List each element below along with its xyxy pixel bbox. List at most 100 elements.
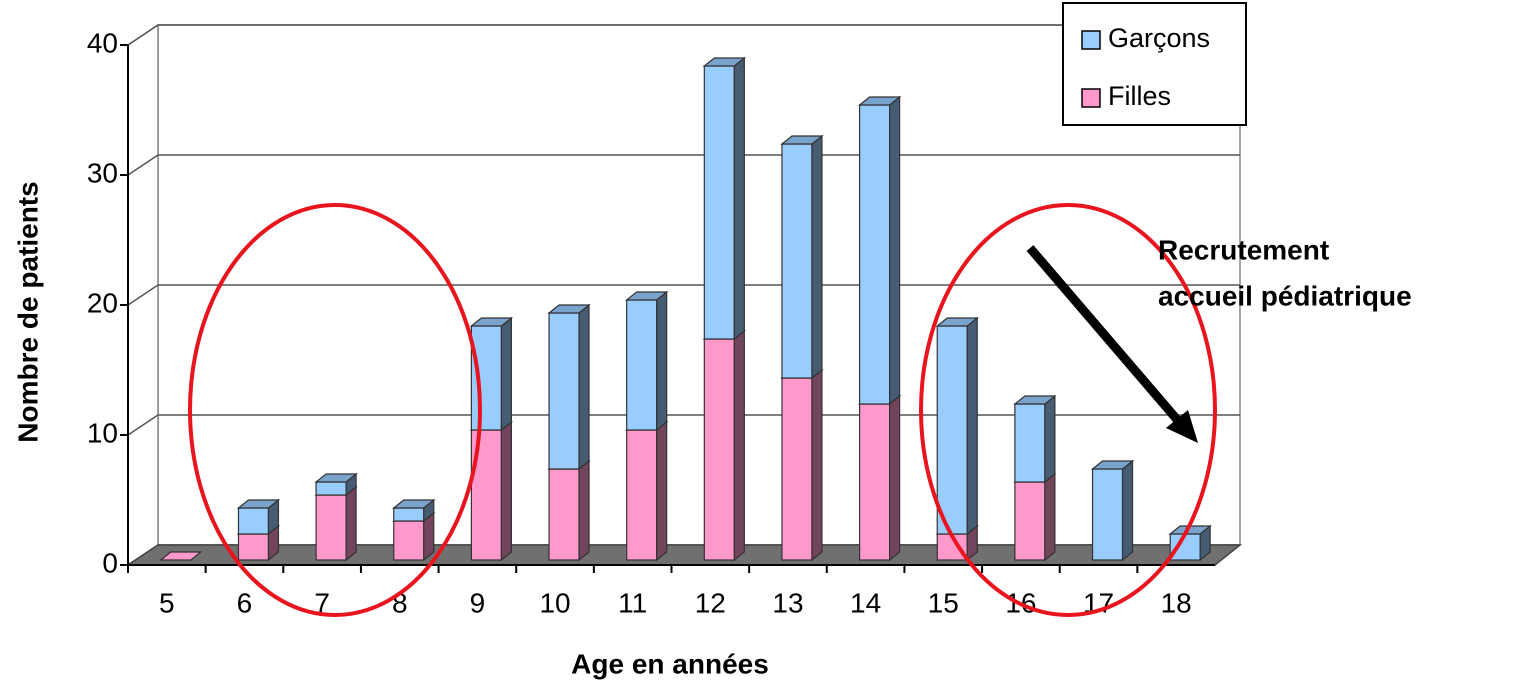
bar <box>314 485 358 562</box>
bar-side <box>889 394 901 562</box>
bar-side <box>578 459 590 562</box>
bar-front <box>548 468 580 561</box>
bar-top <box>314 473 358 483</box>
bar-front <box>393 507 425 522</box>
bar-side <box>733 56 745 341</box>
bar-side <box>345 485 357 562</box>
bar <box>624 420 669 562</box>
bar <box>857 95 902 406</box>
x-tick-label: 15 <box>928 587 959 618</box>
bar-top <box>857 96 902 106</box>
bar <box>314 472 358 497</box>
bar <box>547 459 591 562</box>
floor <box>125 544 1243 566</box>
y-tick-label: 30 <box>87 157 118 188</box>
bar-front <box>781 143 813 379</box>
y-tick-label: 10 <box>87 417 118 448</box>
bar-top <box>392 499 436 509</box>
bar-top <box>780 135 824 145</box>
bar-front <box>703 65 735 340</box>
bar-side <box>966 316 978 536</box>
bar-front <box>781 377 813 561</box>
x-axis-title: Age en années <box>571 648 769 679</box>
bar-side <box>733 329 745 562</box>
x-tick-label: 18 <box>1161 587 1192 618</box>
x-tick-label: 6 <box>237 587 253 618</box>
x-tick-label: 7 <box>314 587 330 618</box>
bar <box>1013 472 1057 562</box>
bar-top <box>547 304 591 314</box>
bar-front <box>470 325 502 431</box>
bar-side <box>1044 394 1056 484</box>
annotations: Recrutement accueil pédiatrique <box>188 203 1412 617</box>
annotation: accueil pédiatrique <box>1158 280 1412 311</box>
bar-front <box>393 520 425 561</box>
bar-top <box>1090 460 1135 470</box>
bar <box>624 290 669 432</box>
legend: Garçons Filles <box>1062 2 1247 126</box>
x-tick-label: 13 <box>772 587 803 618</box>
y-tick-label: 0 <box>102 547 118 578</box>
bar-top <box>1168 525 1212 535</box>
x-tick-label: 9 <box>470 587 486 618</box>
bar <box>547 303 591 471</box>
x-tick-label: 14 <box>850 587 881 618</box>
bar-side <box>656 290 668 432</box>
bar <box>702 329 747 562</box>
bar-front <box>237 507 270 535</box>
y-tick-label: 40 <box>87 27 118 58</box>
legend-label: Garçons <box>1108 23 1210 53</box>
bar-front <box>315 494 347 561</box>
bar-front <box>548 312 580 470</box>
bar-top <box>702 57 747 67</box>
bar <box>1168 524 1212 562</box>
bar-front <box>859 104 891 405</box>
bar-top <box>624 291 669 301</box>
annotation: Recrutement <box>1158 234 1329 265</box>
bar-side <box>889 95 901 406</box>
legend-label: Filles <box>1108 81 1171 111</box>
bar-top <box>236 499 281 509</box>
bar <box>236 498 281 536</box>
bar <box>392 498 436 523</box>
bar-front <box>703 338 735 561</box>
bar <box>857 394 902 562</box>
bar-side <box>1121 459 1134 562</box>
arrow-shaft <box>1026 245 1184 426</box>
bar-side <box>500 316 512 432</box>
bar-front <box>1014 403 1046 483</box>
y-axis-title: Nombre de patients <box>12 181 43 442</box>
legend-swatch <box>1081 88 1101 108</box>
bar-front <box>626 299 658 431</box>
bar-front <box>237 533 270 561</box>
bar <box>935 316 979 536</box>
bar <box>1090 459 1135 562</box>
bar <box>1013 394 1057 484</box>
bar <box>780 134 824 380</box>
bar-side <box>578 303 590 471</box>
bar-front <box>315 481 347 496</box>
bar-side <box>500 420 512 562</box>
bar-top <box>1013 395 1057 405</box>
highlight-ellipse <box>188 203 482 617</box>
bar-side <box>1044 472 1056 562</box>
bar-top <box>469 317 514 327</box>
legend-swatch <box>1081 30 1101 50</box>
arrow-head <box>1166 410 1198 443</box>
bar <box>780 368 824 562</box>
bar <box>702 56 747 341</box>
bar-front <box>936 325 968 535</box>
bar-side <box>656 420 668 562</box>
x-tick-label: 12 <box>695 587 726 618</box>
bar-front <box>1014 481 1046 561</box>
bar <box>469 420 514 562</box>
y-tick-label: 20 <box>87 287 118 318</box>
bar-front <box>859 403 891 561</box>
grid-line <box>127 24 1240 46</box>
highlight-ellipse <box>919 203 1217 617</box>
bar-side <box>811 368 823 562</box>
bar-top <box>935 317 979 327</box>
bar <box>159 551 203 561</box>
